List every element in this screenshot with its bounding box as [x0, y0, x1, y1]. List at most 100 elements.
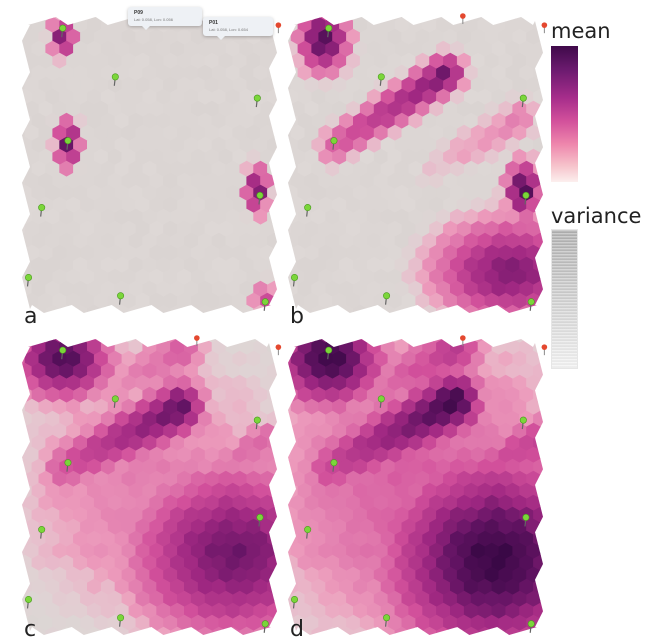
hex-cell [93, 590, 109, 608]
sensor-marker-icon[interactable] [256, 513, 264, 521]
sensor-marker-icon[interactable] [325, 346, 333, 354]
sensor-marker-icon[interactable] [25, 595, 33, 603]
sensor-marker-icon[interactable] [527, 620, 535, 628]
map-panel-d[interactable] [284, 335, 548, 639]
hex-cell [346, 398, 361, 416]
sensor-marker-icon[interactable] [38, 526, 46, 534]
sensor-marker-icon[interactable] [111, 395, 119, 403]
map-panel-c[interactable] [18, 335, 282, 639]
hex-cell [450, 184, 465, 202]
sensor-marker-icon[interactable] [64, 459, 72, 467]
sensor-marker-icon[interactable] [330, 459, 338, 467]
hex-cell [204, 566, 220, 584]
hex-cell [156, 602, 171, 620]
hex-cell [80, 494, 95, 512]
sensor-marker-icon[interactable] [330, 137, 338, 145]
hex-cell [121, 614, 137, 632]
sensor-marker-icon[interactable] [256, 191, 264, 199]
hex-cell [456, 339, 472, 344]
hex-cell [121, 518, 137, 536]
sensor-marker-icon[interactable] [377, 395, 385, 403]
sensor-marker-icon[interactable] [59, 24, 67, 32]
selected-sensor-marker-icon[interactable] [275, 22, 282, 28]
hex-cell [149, 374, 164, 392]
sensor-marker-icon[interactable] [383, 292, 391, 300]
sensor-marker-icon[interactable] [253, 94, 261, 102]
sensor-marker-icon[interactable] [261, 298, 269, 306]
hex-cell [52, 422, 67, 440]
hex-cell [170, 410, 185, 428]
hex-cell [22, 410, 33, 428]
hex-cell [491, 602, 506, 620]
selected-sensor-marker-icon[interactable] [541, 22, 548, 28]
sensor-marker-icon[interactable] [25, 273, 33, 281]
hex-cell [470, 398, 486, 416]
hex-cell [346, 196, 361, 214]
hex-cell [533, 136, 543, 154]
hex-cell [456, 76, 472, 94]
hex-cell [22, 339, 26, 344]
sensor-marker-icon[interactable] [519, 416, 527, 424]
hex-cell [232, 590, 247, 608]
hex-cell [190, 124, 206, 142]
hex-cell [87, 304, 102, 313]
selected-sensor-marker-icon[interactable] [541, 344, 548, 350]
sensor-marker-icon[interactable] [291, 595, 299, 603]
sensor-marker-icon[interactable] [304, 204, 312, 212]
hex-cell [232, 244, 247, 262]
hex-cell [107, 566, 123, 584]
selected-sensor-marker-icon[interactable] [194, 335, 200, 341]
hex-cell [540, 374, 543, 392]
map-panel-a[interactable] [18, 13, 282, 317]
sensor-marker-icon[interactable] [522, 191, 530, 199]
hex-cell [408, 304, 423, 313]
selected-sensor-marker-icon[interactable] [460, 335, 466, 341]
hex-cell [373, 339, 389, 344]
hex-cell [149, 542, 164, 560]
hex-cell [318, 244, 333, 262]
selected-sensor-marker-icon[interactable] [460, 13, 466, 19]
sensor-marker-icon[interactable] [117, 292, 125, 300]
hex-cell [73, 315, 88, 332]
hex-cell [149, 268, 164, 286]
sensor-marker-icon[interactable] [519, 94, 527, 102]
sensor-marker-icon[interactable] [527, 298, 535, 306]
sensor-marker-icon[interactable] [304, 526, 312, 534]
sensor-marker-icon[interactable] [59, 346, 67, 354]
hex-cell [408, 315, 422, 332]
hex-cell [318, 374, 333, 392]
sensor-marker-icon[interactable] [377, 73, 385, 81]
hex-cell [512, 518, 527, 536]
hex-cell [436, 112, 451, 130]
sensor-marker-icon[interactable] [383, 614, 391, 622]
hex-cell [526, 17, 541, 22]
hex-cell [470, 614, 486, 632]
selected-sensor-marker-icon[interactable] [275, 344, 282, 350]
sensor-marker-icon[interactable] [253, 416, 261, 424]
hex-cell [436, 458, 451, 476]
hex-cell [380, 136, 396, 154]
hex-cell [339, 256, 354, 274]
sensor-marker-icon[interactable] [291, 273, 299, 281]
hex-cell [512, 17, 527, 22]
hex-cell [470, 494, 486, 512]
sensor-marker-icon[interactable] [522, 513, 530, 521]
hex-cell [197, 530, 213, 548]
hex-cell [346, 292, 361, 310]
hex-cell [373, 148, 389, 166]
map-panel-b[interactable] [284, 13, 548, 317]
hex-cell [380, 256, 396, 274]
sensor-marker-icon[interactable] [64, 137, 72, 145]
sensor-marker-icon[interactable] [111, 73, 119, 81]
sensor-marker-icon[interactable] [38, 204, 46, 212]
hex-cell [304, 124, 319, 142]
sensor-marker-icon[interactable] [261, 620, 269, 628]
hex-cell [401, 422, 416, 440]
hex-cell [100, 386, 116, 404]
hex-cell [519, 482, 534, 500]
hex-cell [135, 196, 150, 214]
sensor-marker-icon[interactable] [325, 24, 333, 32]
hex-cell [297, 458, 312, 476]
hex-cell [415, 244, 430, 262]
sensor-marker-icon[interactable] [117, 614, 125, 622]
